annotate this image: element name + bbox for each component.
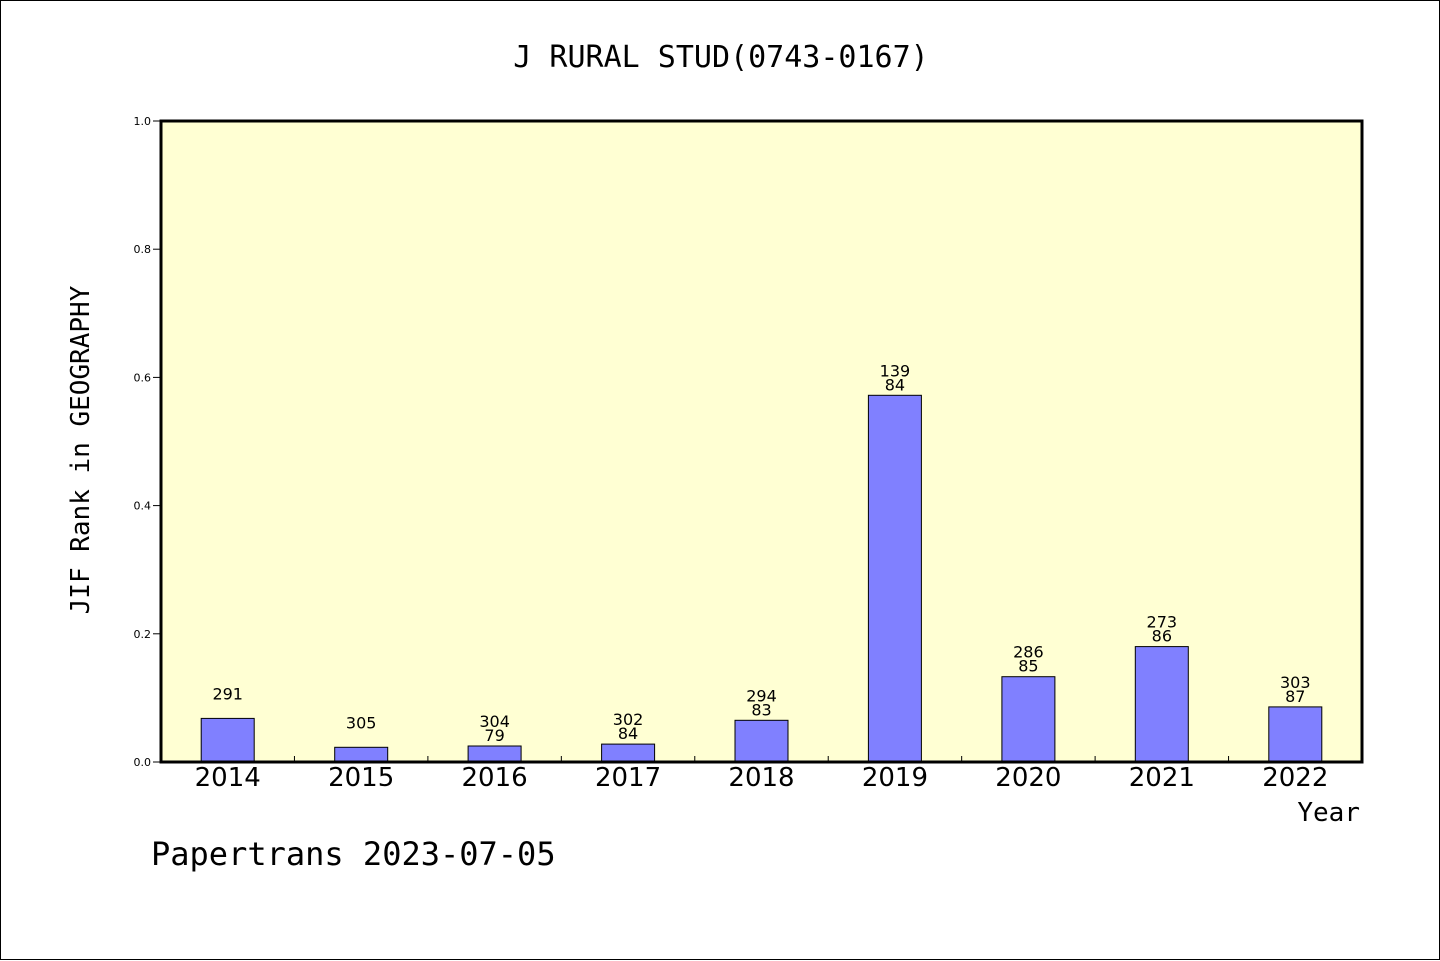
bar-2016: [467, 745, 522, 763]
x-tick-label-2015: 2015: [328, 763, 394, 793]
y-axis-ticks: 0.0 0.2 0.4 0.6 0.8 1.0: [134, 115, 161, 769]
x-tick-label-2018: 2018: [728, 763, 794, 793]
bar-2021: [1134, 646, 1189, 763]
y-tick-label: 0.2: [134, 628, 152, 641]
chart-title: J RURAL STUD(0743-0167): [513, 40, 928, 75]
x-tick-label-2020: 2020: [995, 763, 1061, 793]
bar-2022: [1268, 706, 1323, 763]
bar-2015: [334, 746, 389, 763]
x-axis-label: Year: [1297, 798, 1360, 828]
y-axis-label: JIF Rank in GEOGRAPHY: [66, 285, 96, 614]
bar-label-top-2015: 305: [346, 713, 377, 732]
bar-2019: [867, 394, 922, 763]
x-tick-label-2019: 2019: [862, 763, 928, 793]
bar-label-top-2018: 294: [746, 686, 777, 705]
bar-label-top-2016: 304: [479, 712, 510, 731]
y-tick-label: 1.0: [134, 115, 152, 128]
bar-label-bottom-2019: 84: [885, 375, 905, 394]
bar-label-bottom-2022: 87: [1285, 687, 1305, 706]
y-tick-label: 0.4: [134, 500, 152, 513]
bar-label-bottom-2016: 79: [484, 726, 504, 745]
bar-labels-group: 2913057930484302832948413985286862738730…: [212, 361, 1310, 745]
x-tick-label-2017: 2017: [595, 763, 661, 793]
x-tick-label-2016: 2016: [462, 763, 528, 793]
bar-2017: [601, 743, 656, 763]
bar-label-bottom-2020: 85: [1018, 657, 1038, 676]
y-tick-label: 0.0: [134, 756, 152, 769]
bar-label-top-2019: 139: [880, 361, 911, 380]
footer-credit: Papertrans 2023-07-05: [151, 835, 556, 873]
x-axis-ticks: 2014 2015 2016 2017 2018 2019 2020 2021 2022: [195, 756, 1328, 793]
bar-label-top-2021: 273: [1147, 613, 1178, 632]
y-tick-label: 0.6: [134, 371, 152, 384]
bar-label-top-2017: 302: [613, 710, 644, 729]
bar-2018: [734, 719, 789, 763]
x-tick-label-2014: 2014: [195, 763, 261, 793]
bar-label-bottom-2017: 84: [618, 724, 638, 743]
bar-2020: [1001, 676, 1056, 763]
bar-label-bottom-2021: 86: [1152, 627, 1172, 646]
plot-border: [159, 119, 1364, 764]
bar-label-top-2020: 286: [1013, 643, 1044, 662]
bars-group: [200, 394, 1323, 763]
y-tick-label: 0.8: [134, 243, 152, 256]
bar-label-top-2022: 303: [1280, 673, 1311, 692]
x-tick-label-2021: 2021: [1129, 763, 1195, 793]
bar-2014: [200, 717, 255, 763]
bar-label-bottom-2018: 83: [751, 700, 771, 719]
x-tick-label-2022: 2022: [1262, 763, 1328, 793]
bar-label-top-2014: 291: [212, 684, 243, 703]
